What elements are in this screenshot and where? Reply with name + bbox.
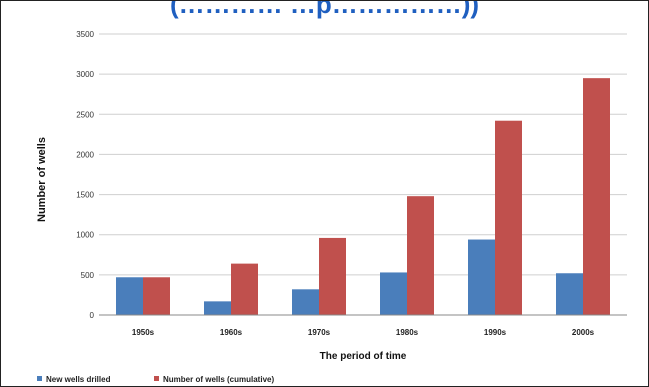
y-tick-label: 3500 (76, 30, 94, 39)
y-axis-label: Number of wells (36, 137, 48, 222)
bar-cumulative-wells (231, 263, 258, 315)
legend-swatch (37, 376, 42, 381)
bar-new-wells (380, 272, 407, 315)
gridlines (99, 33, 627, 276)
y-tick-label: 2000 (76, 150, 94, 159)
y-tick-label: 1500 (76, 191, 94, 200)
x-tick-label: 1990s (484, 328, 507, 337)
y-tick-label: 500 (81, 271, 95, 280)
x-tick-label: 1980s (396, 328, 419, 337)
x-tick-labels: 1950s 1960s 1970s 1980s 1990s 2000s (132, 328, 595, 337)
bars (116, 78, 610, 316)
legend-label: New wells drilled (46, 375, 111, 384)
x-tick-label: 2000s (572, 328, 595, 337)
bar-cumulative-wells (495, 120, 522, 315)
bar-cumulative-wells (583, 78, 610, 316)
bar-new-wells (468, 239, 495, 315)
legend-swatch (154, 376, 159, 381)
y-tick-labels: 0 500 1000 1500 2000 2500 3000 3500 (76, 30, 94, 320)
chart-title-fragment: (………… …p……………)) (169, 0, 480, 19)
y-tick-label: 1000 (76, 231, 94, 240)
x-tick-label: 1970s (308, 328, 331, 337)
bar-cumulative-wells (143, 277, 170, 315)
y-tick-label: 2500 (76, 110, 94, 119)
bar-new-wells (116, 277, 143, 315)
x-tick-label: 1960s (220, 328, 243, 337)
legend: New wells drilled Number of wells (cumula… (37, 375, 274, 384)
bar-new-wells (204, 301, 231, 315)
x-tick-label: 1950s (132, 328, 155, 337)
bar-new-wells (556, 273, 583, 315)
legend-label: Number of wells (cumulative) (163, 375, 274, 384)
y-tick-label: 0 (90, 311, 95, 320)
x-axis-label: The period of time (320, 351, 407, 362)
bar-cumulative-wells (319, 237, 346, 315)
bar-new-wells (292, 289, 319, 315)
y-tick-label: 3000 (76, 70, 94, 79)
bar-cumulative-wells (407, 196, 434, 315)
